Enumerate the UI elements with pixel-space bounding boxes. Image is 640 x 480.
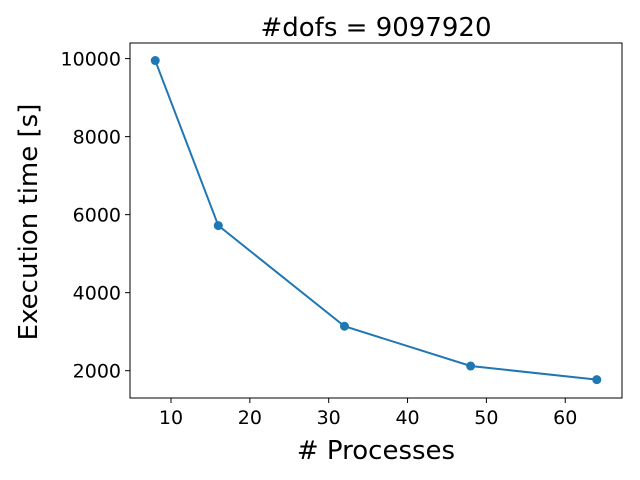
y-tick-label: 10000 [61, 49, 121, 71]
data-point [213, 221, 223, 231]
x-tick-label: 50 [474, 407, 498, 429]
y-tick-label: 6000 [73, 205, 121, 227]
plot-area: 10 20 30 40 50 60 2000 4000 6000 8000 10000 [61, 42, 623, 429]
y-tick-label: 8000 [73, 127, 121, 149]
y-tick-label: 4000 [73, 283, 121, 305]
y-axis-label: Execution time [s] [14, 104, 44, 341]
data-point [466, 361, 476, 371]
x-tick-label: 40 [395, 407, 419, 429]
chart-title: #dofs = 9097920 [260, 13, 491, 43]
axes-frame [129, 42, 623, 399]
y-tick-label: 2000 [73, 361, 121, 383]
x-tick-label: 10 [159, 407, 183, 429]
data-point [339, 321, 349, 331]
series-line [154, 60, 597, 381]
x-axis-label: # Processes [297, 436, 455, 466]
x-tick-label: 60 [553, 407, 577, 429]
data-point [150, 56, 160, 66]
x-tick-label: 20 [238, 407, 262, 429]
data-point [592, 375, 602, 385]
x-tick-label: 30 [317, 407, 341, 429]
